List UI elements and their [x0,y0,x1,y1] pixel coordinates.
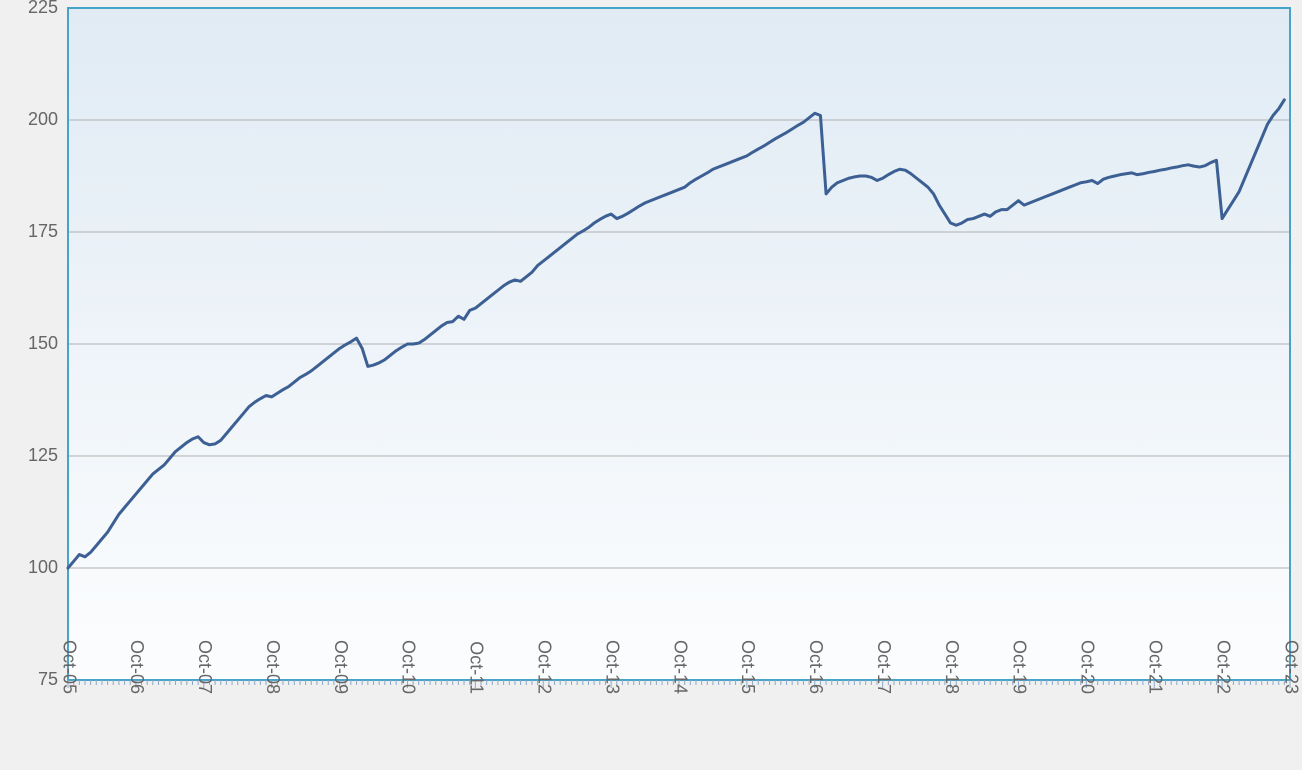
line-chart: 75 100 125 150 175 200 225 Oct-05 Oct-06 Oct-07 Oc… [0,0,1302,770]
y-tick-label: 125 [28,445,58,465]
x-tick-label: Oct-18 [942,640,962,694]
x-tick-label: Oct-06 [127,640,147,694]
x-tick-label: Oct-12 [534,640,554,694]
chart-svg: 75 100 125 150 175 200 225 Oct-05 Oct-06 Oct-07 Oc… [0,0,1302,770]
x-tick-label: Oct-17 [874,640,894,694]
x-tick-label: Oct-22 [1213,640,1233,694]
x-tick-label: Oct-05 [59,640,79,694]
x-tick-label: Oct-23 [1281,640,1301,694]
x-tick-label: Oct-08 [263,640,283,694]
y-tick-label: 175 [28,221,58,241]
y-tick-label: 150 [28,333,58,353]
x-tick-label: Oct-15 [738,640,758,694]
x-tick-label: Oct-20 [1078,640,1098,694]
x-tick-label: Oct-14 [670,640,690,694]
x-tick-label: Oct-07 [195,640,215,694]
y-tick-label: 225 [28,0,58,17]
y-tick-label: 200 [28,109,58,129]
x-tick-label: Oct-16 [806,640,826,694]
y-tick-label: 75 [38,669,58,689]
x-tick-label: Oct-19 [1010,640,1030,694]
x-tick-label: Oct-09 [331,640,351,694]
x-tick-label: Oct-21 [1145,640,1165,694]
y-tick-label: 100 [28,557,58,577]
x-tick-label: Oct-11 [467,641,487,694]
x-tick-label: Oct-13 [602,640,622,694]
x-tick-label: Oct-10 [399,640,419,694]
